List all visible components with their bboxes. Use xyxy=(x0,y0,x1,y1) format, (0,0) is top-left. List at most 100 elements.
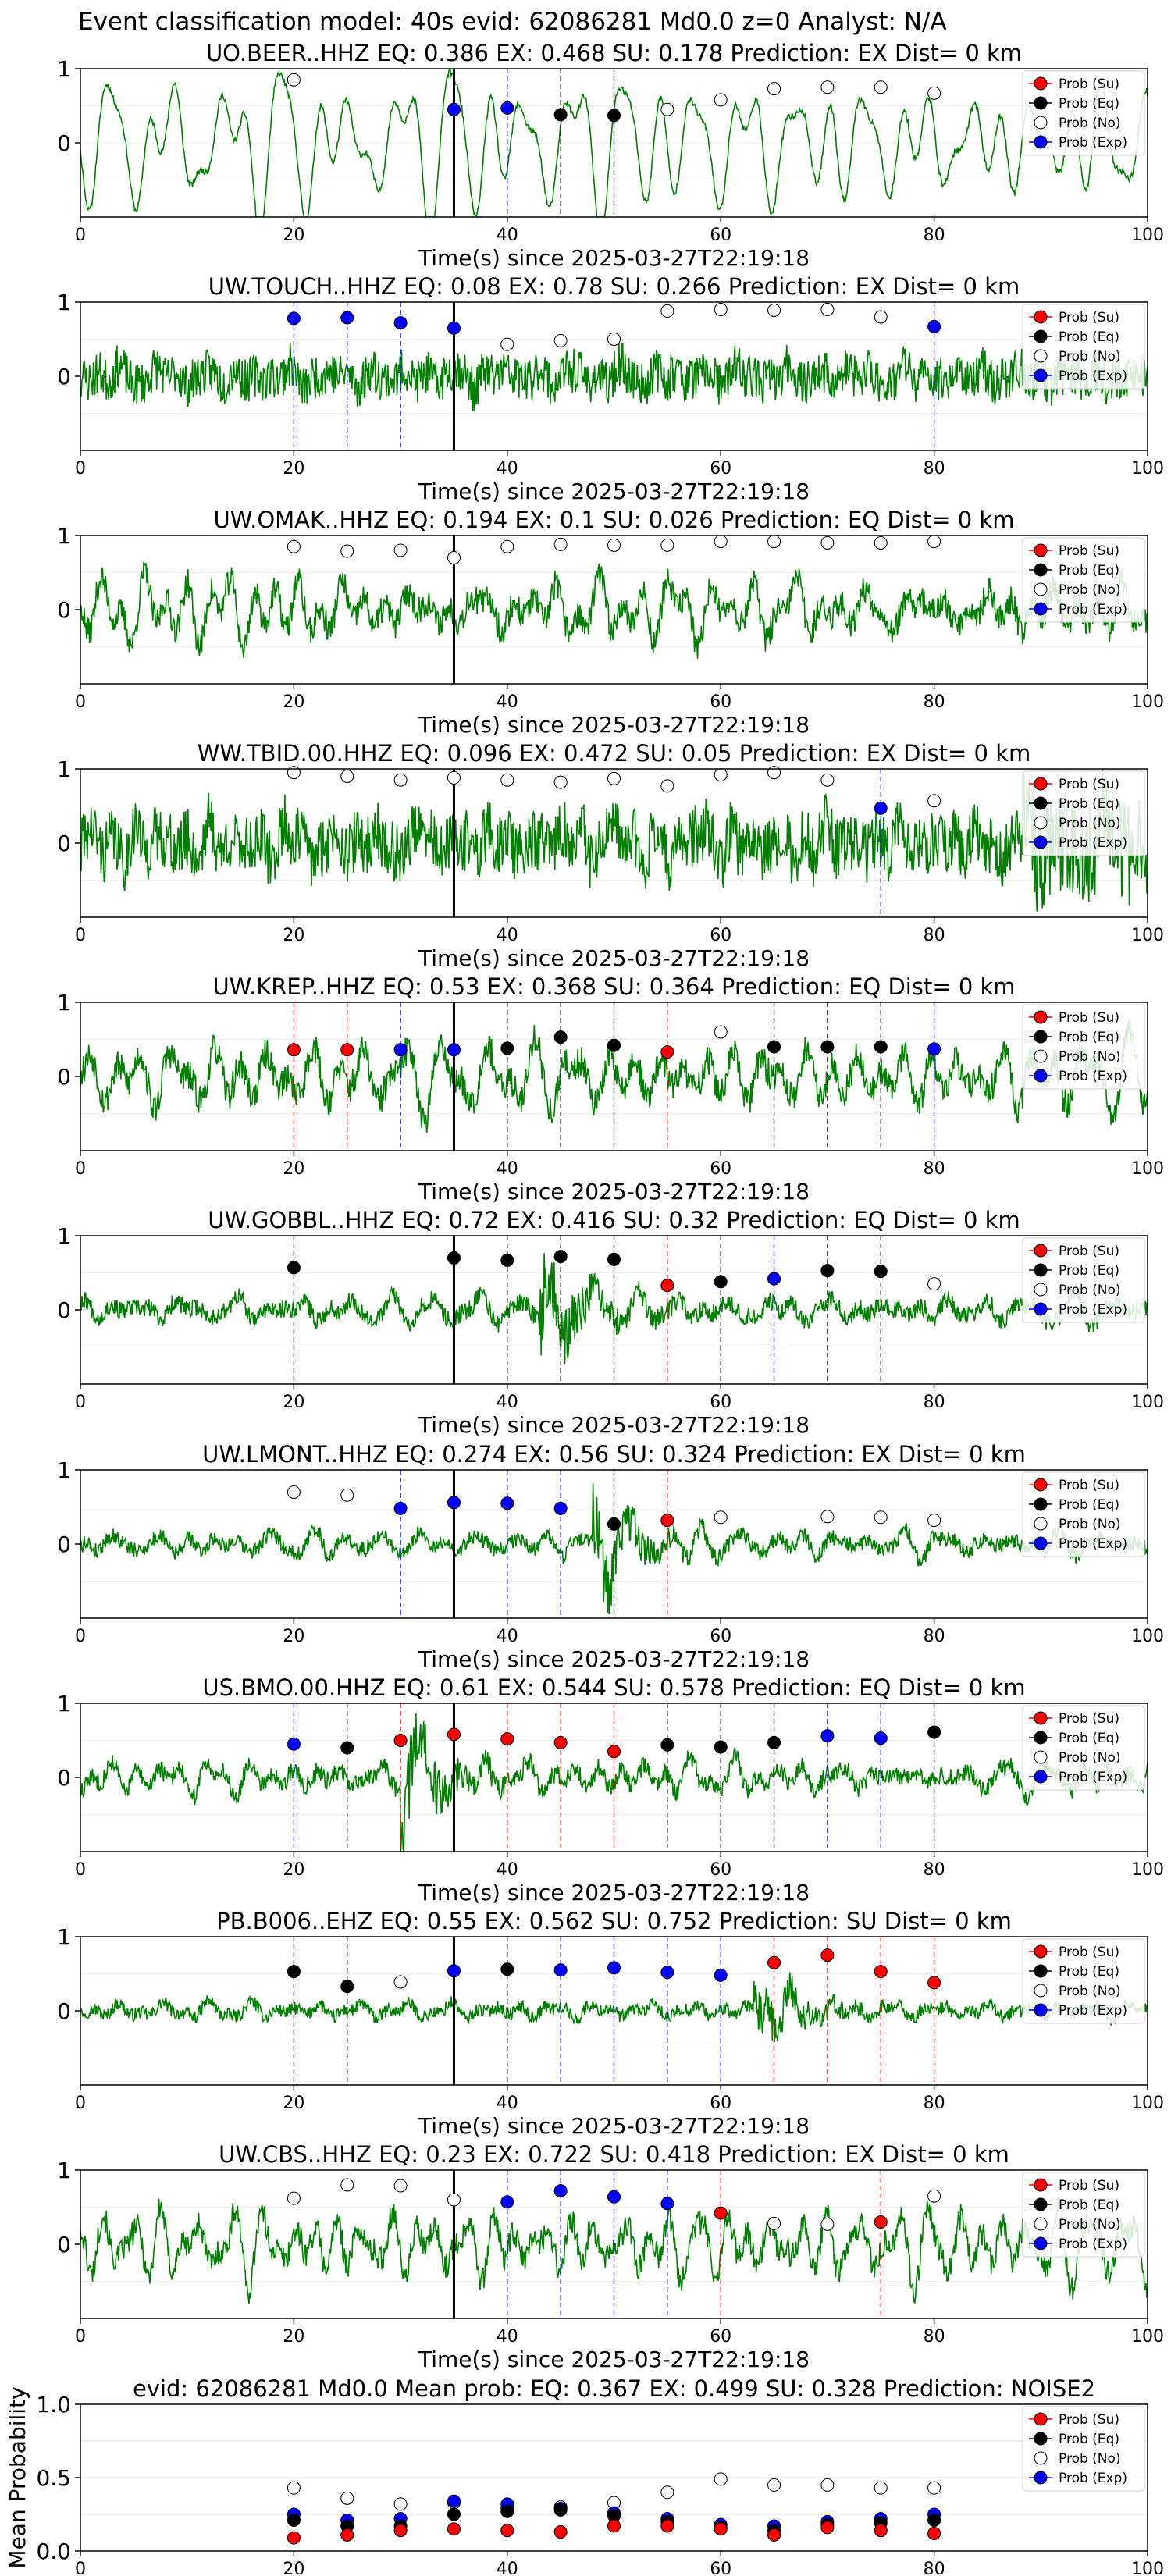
x-tick-label: 40 xyxy=(497,2327,518,2347)
legend-label: Prob (Eq) xyxy=(1059,2432,1119,2447)
mean-prob-marker-su xyxy=(500,2524,514,2538)
prob-marker-eq xyxy=(447,1251,461,1265)
prob-marker-exp xyxy=(500,101,514,115)
legend-entry-exp: Prob (Exp) xyxy=(1029,1069,1127,1084)
panel-title: evid: 62086281 Md0.0 Mean prob: EQ: 0.36… xyxy=(133,2375,1095,2402)
prob-marker-no xyxy=(767,535,781,549)
x-tick-label: 60 xyxy=(710,1393,731,1412)
prob-marker-exp xyxy=(393,316,408,330)
mean-prob-marker-su xyxy=(660,2519,674,2533)
prob-marker-exp xyxy=(447,1043,461,1057)
legend-label: Prob (Su) xyxy=(1059,543,1119,559)
prob-marker-su xyxy=(820,1948,835,1962)
y-tick-label: 0 xyxy=(57,130,71,156)
prob-marker-su xyxy=(927,1976,941,1990)
prob-marker-no xyxy=(447,2193,461,2207)
legend-marker xyxy=(1034,602,1048,616)
x-tick-label: 20 xyxy=(283,2094,304,2113)
prob-marker-exp xyxy=(393,1501,408,1515)
legend-entry-su: Prob (Su) xyxy=(1029,543,1119,559)
prob-marker-eq xyxy=(287,1261,301,1275)
x-tick-label: 60 xyxy=(710,2094,731,2113)
prob-marker-no xyxy=(714,93,728,107)
legend-marker xyxy=(1034,1770,1048,1784)
mean-prob-marker-no xyxy=(714,2472,728,2486)
legend-marker xyxy=(1034,2412,1048,2426)
prob-marker-su xyxy=(767,1955,781,1969)
prob-marker-eq xyxy=(820,1040,835,1054)
prob-marker-no xyxy=(660,538,674,552)
x-tick-label: 0 xyxy=(75,2560,86,2576)
legend-entry-eq: Prob (Eq) xyxy=(1029,1964,1119,1980)
legend-label: Prob (Eq) xyxy=(1059,329,1119,345)
x-tick-label: 80 xyxy=(924,2560,945,2576)
legend-marker xyxy=(1034,368,1048,382)
y-tick-label: 1 xyxy=(57,56,71,82)
prob-marker-no xyxy=(927,86,941,100)
x-tick-label: 60 xyxy=(710,2560,731,2576)
prob-marker-exp xyxy=(340,311,354,325)
legend-label: Prob (Exp) xyxy=(1059,835,1127,851)
prob-marker-no xyxy=(287,1485,301,1499)
y-tick-label: 0 xyxy=(57,597,71,623)
prob-marker-no xyxy=(447,551,461,564)
legend-box xyxy=(1022,1471,1145,1557)
station-panel-6: UW.LMONT..HHZ EQ: 0.274 EX: 0.56 SU: 0.3… xyxy=(57,1441,1164,1672)
legend-marker xyxy=(1034,1283,1048,1297)
prob-marker-no xyxy=(874,310,888,324)
mean-prob-marker-no xyxy=(393,2497,408,2511)
x-tick-label: 20 xyxy=(283,1627,304,1646)
legend-entry-eq: Prob (Eq) xyxy=(1029,1263,1119,1279)
prob-marker-no xyxy=(874,536,888,550)
legend-label: Prob (No) xyxy=(1059,2217,1121,2233)
panel-title: UW.KREP..HHZ EQ: 0.53 EX: 0.368 SU: 0.36… xyxy=(212,973,1015,1000)
x-axis-label: Time(s) since 2025-03-27T22:19:18 xyxy=(418,2347,810,2372)
prob-marker-no xyxy=(340,544,354,558)
waveform-trace xyxy=(80,1017,1148,1133)
legend-entry-no: Prob (No) xyxy=(1029,1049,1121,1065)
prob-marker-no xyxy=(660,779,674,793)
waveform-trace xyxy=(80,561,1148,659)
prob-marker-eq xyxy=(340,1980,354,1994)
legend-label: Prob (Eq) xyxy=(1059,1030,1119,1045)
legend-marker xyxy=(1034,1010,1048,1024)
x-tick-label: 0 xyxy=(75,459,86,479)
x-tick-label: 60 xyxy=(710,926,731,945)
prob-marker-no xyxy=(393,773,408,787)
station-panel-8: PB.B006..EHZ EQ: 0.55 EX: 0.562 SU: 0.75… xyxy=(57,1908,1164,2139)
mean-prob-marker-su xyxy=(393,2524,408,2538)
prob-marker-no xyxy=(340,1488,354,1502)
prob-marker-eq xyxy=(553,1030,568,1044)
legend-marker xyxy=(1034,135,1048,149)
prob-marker-no xyxy=(820,2217,835,2231)
prob-marker-su xyxy=(447,1727,461,1742)
mean-prob-marker-no xyxy=(874,2481,888,2495)
prob-marker-eq xyxy=(714,1740,728,1754)
x-tick-label: 80 xyxy=(924,2327,945,2347)
prob-marker-eq xyxy=(553,1250,568,1264)
waveform-trace xyxy=(80,342,1148,411)
legend-entry-su: Prob (Su) xyxy=(1029,1244,1119,1259)
legend-entry-su: Prob (Su) xyxy=(1029,310,1119,326)
x-axis-label: Time(s) since 2025-03-27T22:19:18 xyxy=(418,479,810,504)
prob-marker-no xyxy=(607,771,621,785)
legend-entry-no: Prob (No) xyxy=(1029,2451,1121,2467)
prob-marker-no xyxy=(820,1510,835,1524)
prob-marker-no xyxy=(393,2179,408,2193)
legend-marker xyxy=(1034,796,1048,810)
mean-prob-marker-no xyxy=(820,2478,835,2492)
x-tick-label: 100 xyxy=(1131,2560,1164,2576)
y-tick-label: 0 xyxy=(57,1064,71,1090)
legend-label: Prob (Su) xyxy=(1059,1010,1119,1026)
legend-entry-eq: Prob (Eq) xyxy=(1029,1731,1119,1746)
x-tick-label: 20 xyxy=(283,2560,304,2576)
x-tick-label: 80 xyxy=(924,226,945,245)
legend-marker xyxy=(1034,1497,1048,1511)
mean-prob-marker-no xyxy=(767,2478,781,2492)
legend-entry-no: Prob (No) xyxy=(1029,1517,1121,1532)
x-tick-label: 100 xyxy=(1131,2094,1164,2113)
x-tick-label: 100 xyxy=(1131,1159,1164,1179)
prob-marker-no xyxy=(714,768,728,782)
mean-prob-marker-exp xyxy=(447,2494,461,2508)
mean-prob-marker-su xyxy=(714,2522,728,2536)
